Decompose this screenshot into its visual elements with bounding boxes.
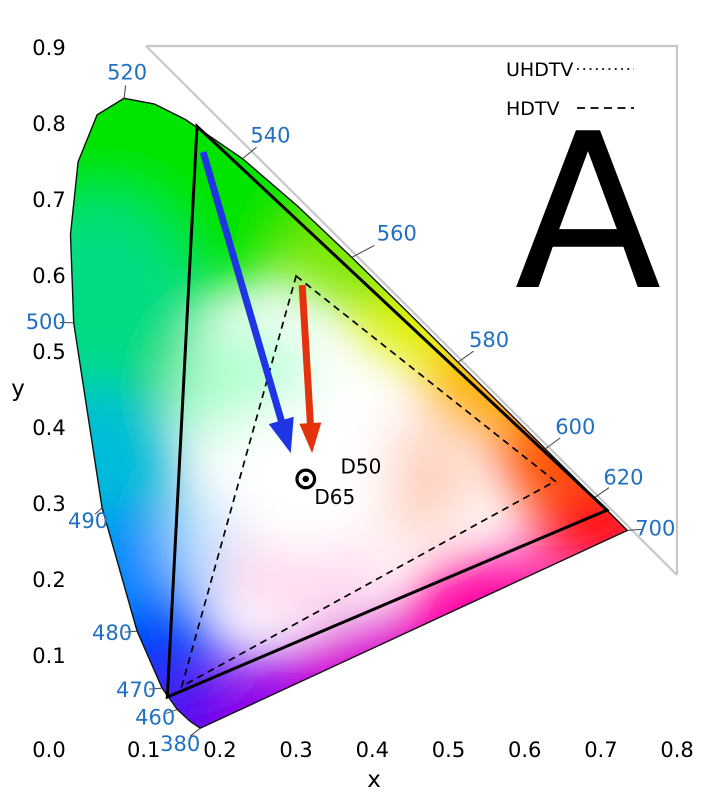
wavelength-label-620: 620 <box>603 466 643 490</box>
wavelength-label-500: 500 <box>26 310 66 334</box>
wavelength-tick-500 <box>59 321 74 324</box>
wavelength-tick-470 <box>149 687 163 690</box>
legend-label-uhdtv: UHDTV <box>506 59 573 81</box>
wavelength-tick-700 <box>627 528 642 531</box>
wavelength-tick-460 <box>166 708 178 714</box>
x-tick-0.7: 0.7 <box>584 738 617 762</box>
x-tick-0.5: 0.5 <box>432 738 465 762</box>
y-axis-title: y <box>11 376 25 402</box>
y-tick-0.7: 0.7 <box>32 188 65 212</box>
hdtv-green-to-white-arrow <box>298 284 322 454</box>
wavelength-label-490: 490 <box>68 509 108 533</box>
wavelength-tick-480 <box>124 630 138 633</box>
wavelength-label-380: 380 <box>160 732 200 756</box>
wavelength-label-520: 520 <box>107 60 147 84</box>
y-tick-0.6: 0.6 <box>32 264 65 288</box>
wavelength-label-560: 560 <box>377 221 417 245</box>
x-tick-0.6: 0.6 <box>508 738 541 762</box>
figure-letter-annotation: A <box>514 87 661 338</box>
uhdtv-green-to-white-arrow <box>199 151 294 454</box>
xy-sum-one-diagonal-frame <box>145 44 679 576</box>
wavelength-label-540: 540 <box>250 124 290 148</box>
wavelength-label-700: 700 <box>635 516 675 540</box>
x-tick-0.8: 0.8 <box>660 738 693 762</box>
y-tick-0.5: 0.5 <box>32 340 65 364</box>
d65-whitepoint-marker <box>295 468 317 490</box>
y-tick-0.8: 0.8 <box>32 112 65 136</box>
wavelength-label-480: 480 <box>92 621 132 645</box>
x-tick-0.1: 0.1 <box>127 738 160 762</box>
wavelength-labels: 380 460 470 480 490 500 520 540 560 580 600 620 700 <box>26 60 676 756</box>
d50-label: D50 <box>340 455 381 479</box>
hdtv-gamut-triangle <box>180 274 557 689</box>
d65-label: D65 <box>314 485 355 509</box>
legend-label-hdtv: HDTV <box>506 98 560 120</box>
wavelength-tick-380 <box>189 727 201 737</box>
x-tick-0.4: 0.4 <box>356 738 389 762</box>
y-tick-0.1: 0.1 <box>32 644 65 668</box>
x-tick-0.3: 0.3 <box>279 738 312 762</box>
wavelength-tick-520 <box>123 85 127 99</box>
y-tick-0.9: 0.9 <box>32 36 65 60</box>
wavelength-tick-620 <box>594 487 610 499</box>
wavelength-tick-580 <box>457 350 474 363</box>
y-tick-0.4: 0.4 <box>32 416 65 440</box>
wavelength-tick-540 <box>242 146 257 160</box>
legend: UHDTV HDTV <box>506 59 634 120</box>
wavelength-label-600: 600 <box>555 415 595 439</box>
wavelength-label-460: 460 <box>135 705 175 729</box>
wavelength-tick-490 <box>94 507 103 515</box>
wavelength-tick-560 <box>351 244 375 258</box>
wavelength-label-580: 580 <box>469 328 509 352</box>
wavelength-tick-600 <box>544 437 561 450</box>
uhdtv-gamut-triangle <box>165 123 610 700</box>
x-axis-title: x <box>367 767 381 793</box>
origin-tick-label: 0.0 <box>32 738 65 762</box>
x-tick-0.2: 0.2 <box>203 738 236 762</box>
wavelength-label-470: 470 <box>116 678 156 702</box>
y-tick-0.2: 0.2 <box>32 568 65 592</box>
y-tick-0.3: 0.3 <box>32 492 65 516</box>
